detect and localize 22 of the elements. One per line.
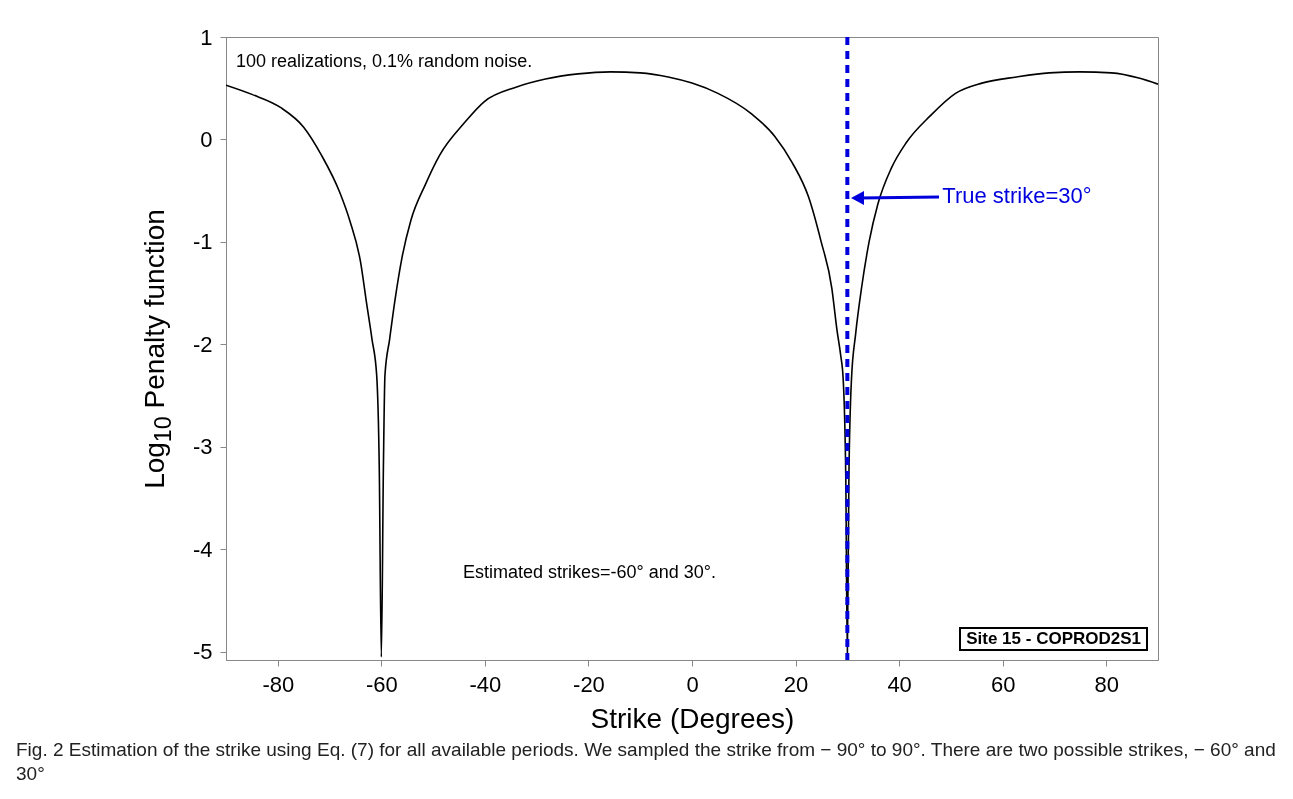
x-tick-label: -80 [262, 671, 295, 697]
y-tick-label: -3 [192, 434, 213, 460]
x-tick-label: 20 [783, 671, 809, 697]
ref-line-label: True strike=30° [942, 182, 1092, 209]
y-tick-label: -4 [192, 536, 213, 562]
y-tick-label: -2 [192, 331, 213, 357]
annotation: Estimated strikes=-60° and 30°. [463, 562, 717, 583]
x-tick-label: 40 [887, 671, 912, 697]
y-tick-label: -5 [192, 639, 213, 665]
caption: Fig. 2 Estimation of the strike using Eq. (7) for all available periods. We sampled the strike from − 90° to 90°. There are two possible strikes, − 60° and 30° [16, 738, 1276, 786]
x-tick-label: 0 [686, 671, 699, 697]
x-axis-title: Strike (Degrees) [590, 702, 795, 734]
x-tick-label: 80 [1094, 671, 1119, 697]
annotation: 100 realizations, 0.1% random noise. [236, 51, 533, 72]
x-tick-label: -20 [573, 671, 605, 697]
y-tick-label: -1 [192, 229, 213, 255]
annotation: Site 15 - COPROD2S1 [959, 627, 1148, 651]
x-tick-label: -40 [469, 671, 502, 697]
x-tick-label: -60 [365, 671, 398, 697]
y-tick-label: 0 [200, 126, 213, 152]
x-tick-label: 60 [990, 671, 1016, 697]
y-tick-label: 1 [200, 24, 213, 50]
